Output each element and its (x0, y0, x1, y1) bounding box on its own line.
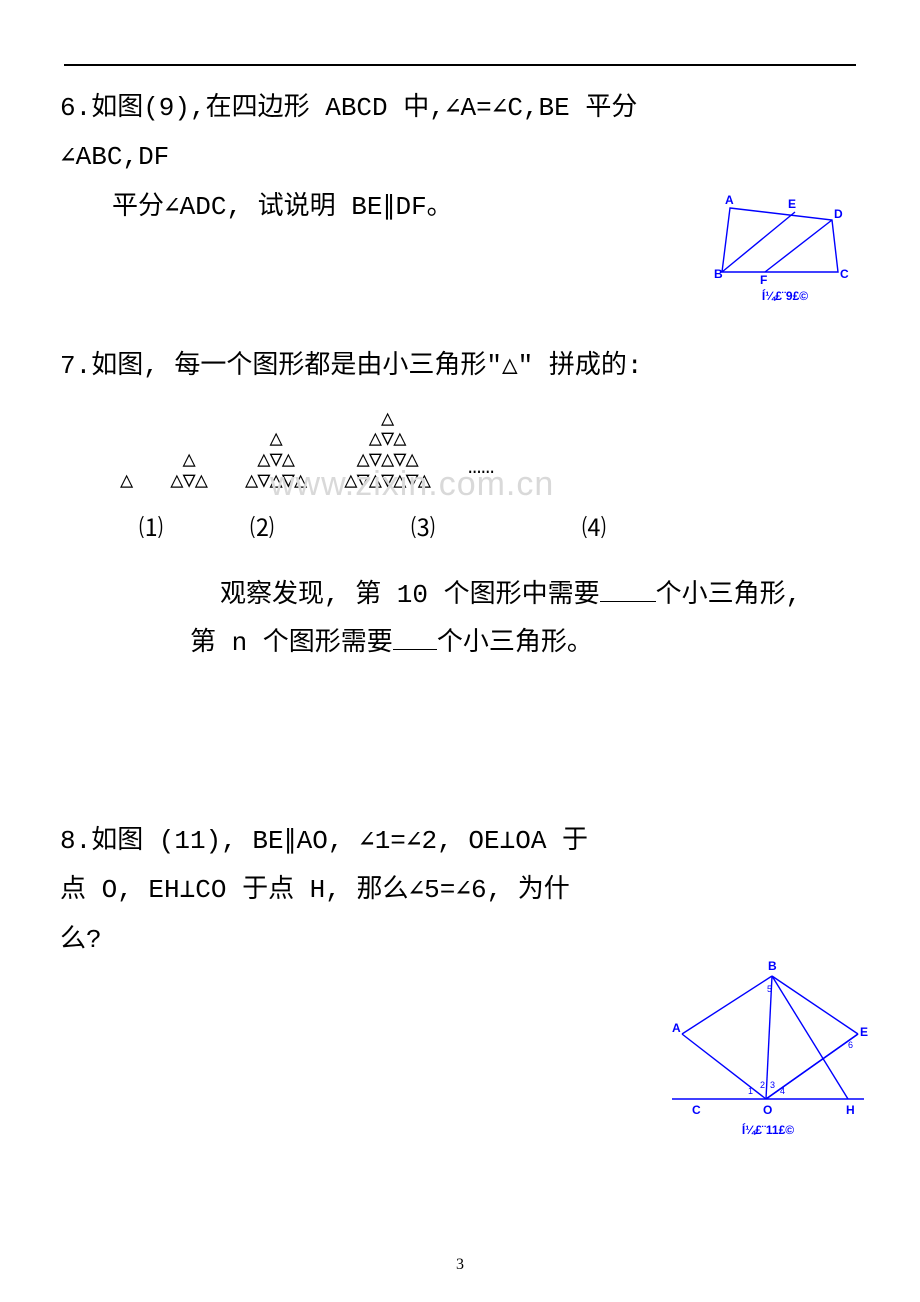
fig9-label-A: A (725, 193, 734, 207)
tri-label-3: ⑶ (343, 507, 503, 553)
figure-11: B A E C O H 5 6 1 2 3 4 Í¼£¨11£© (668, 954, 868, 1144)
page-number: 3 (0, 1256, 920, 1274)
tri-fig-1: △ (120, 472, 132, 493)
fig9-label-E: E (788, 197, 796, 211)
fig11-angle-6: 6 (848, 1040, 853, 1050)
fig11-label-A: A (672, 1021, 681, 1035)
fig11-angle-1: 1 (748, 1086, 753, 1096)
fig9-label-F: F (760, 273, 767, 287)
fig11-angle-4: 4 (780, 1086, 785, 1096)
fig11-label-H: H (846, 1103, 855, 1117)
fig11-label-B: B (768, 959, 777, 973)
problem-8: 8.如图 (11), BE∥AO, ∠1=∠2, OE⊥OA 于 点 O, EH… (60, 817, 860, 965)
p7-body-1a: 观察发现, 第 10 个图形中需要 (220, 580, 600, 610)
p7-body-1b: 个小三角形, (656, 580, 802, 610)
p7-body: 观察发现, 第 10 个图形中需要 个小三角形, 第 n 个图形需要 个小三角形。 (60, 571, 860, 667)
tri-fig-2: △ △▽△ (170, 451, 207, 493)
fig9-label-C: C (840, 267, 849, 281)
tri-labels: ⑴ ⑵ ⑶ ⑷ (120, 507, 680, 553)
p6-line2: 平分∠ADC, 试说明 BE∥DF。 (60, 183, 680, 232)
tri-label-1: ⑴ (121, 507, 181, 553)
fig11-angle-5: 5 (767, 984, 772, 994)
fig11-caption: Í¼£¨11£© (742, 1122, 794, 1137)
p8-line2: 点 O, EH⊥CO 于点 H, 那么∠5=∠6, 为什 (60, 866, 660, 915)
tri-fig-3: △ △▽△ △▽△▽△ (245, 430, 306, 493)
fig11-label-C: C (692, 1103, 701, 1117)
p8-line1: 8.如图 (11), BE∥AO, ∠1=∠2, OE⊥OA 于 (60, 817, 660, 866)
ellipsis: …… (468, 447, 494, 489)
p7-title: 7.如图, 每一个图形都是由小三角形"△" 拼成的: (60, 342, 860, 391)
top-rule (64, 64, 856, 66)
fig9-caption: Í¼£¨9£© (762, 288, 808, 303)
triangle-figures: www.zixin.com.cn △ △ △▽△ △ △▽△ △▽△▽△ △ △… (120, 410, 680, 553)
fig9-label-D: D (834, 207, 843, 221)
problem-7: 7.如图, 每一个图形都是由小三角形"△" 拼成的: www.zixin.com… (60, 342, 860, 667)
blank-1 (600, 573, 656, 602)
fig11-label-O: O (763, 1103, 772, 1117)
fig11-label-E: E (860, 1025, 868, 1039)
tri-label-4: ⑷ (509, 507, 679, 553)
fig9-label-B: B (714, 267, 723, 281)
p6-line1: 6.如图(9),在四边形 ABCD 中,∠A=∠C,BE 平分∠ABC,DF (60, 84, 680, 183)
fig11-angle-3: 3 (770, 1080, 775, 1090)
figure-9: A E D B F C Í¼£¨9£© (710, 190, 860, 310)
fig11-angle-2: 2 (760, 1080, 765, 1090)
p7-body-2a: 第 n 个图形需要 (190, 628, 393, 658)
p8-line3: 么? (60, 916, 660, 965)
blank-2 (393, 621, 437, 650)
tri-label-2: ⑵ (187, 507, 337, 553)
p7-body-2b: 个小三角形。 (437, 628, 593, 658)
tri-fig-4: △ △▽△ △▽△▽△ △▽△▽△▽△ (344, 410, 430, 494)
